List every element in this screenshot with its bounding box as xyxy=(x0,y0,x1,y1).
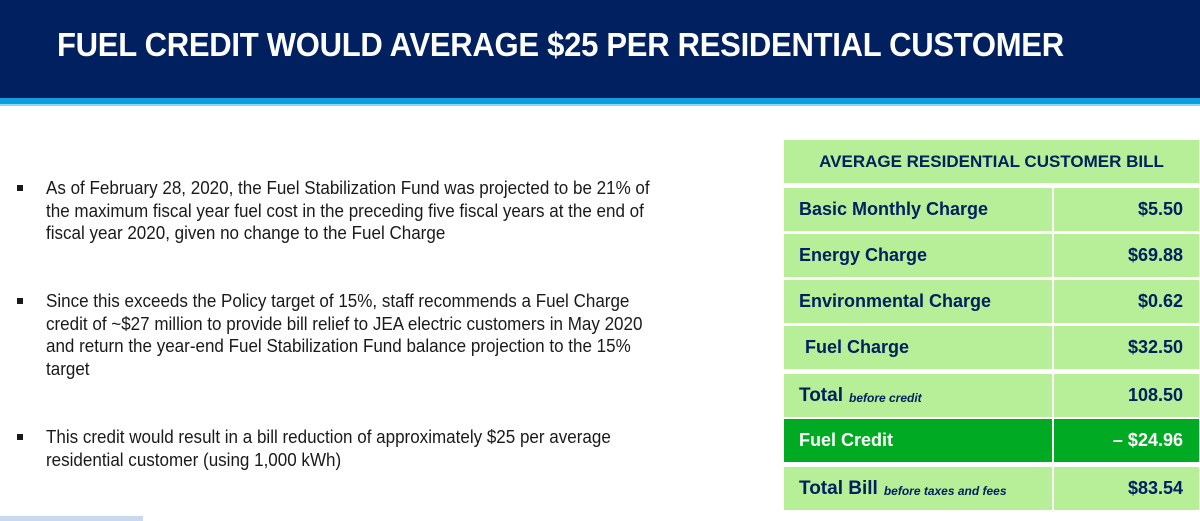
bill-row-energy-charge: Energy Charge $69.88 xyxy=(784,234,1199,277)
row-label: Total Bill before taxes and fees xyxy=(784,467,1054,510)
row-value: $0.62 xyxy=(1054,280,1199,323)
slide-title: FUEL CREDIT WOULD AVERAGE $25 PER RESIDE… xyxy=(57,26,1064,63)
row-label-text: Total xyxy=(799,384,843,406)
bill-row-environmental-charge: Environmental Charge $0.62 xyxy=(784,280,1199,323)
row-value: $83.54 xyxy=(1054,467,1199,510)
row-label: Fuel Charge xyxy=(784,326,1054,369)
row-label-text: Energy Charge xyxy=(799,245,928,265)
bill-row-fuel-credit: Fuel Credit – $24.96 xyxy=(784,419,1199,462)
row-label: Energy Charge xyxy=(784,234,1054,277)
row-label-text: Environmental Charge xyxy=(799,291,992,311)
header-accent-bar-light xyxy=(0,104,1200,106)
header-accent-bar xyxy=(0,98,1200,104)
row-sub-label: before credit xyxy=(848,390,922,405)
square-bullet-icon xyxy=(17,185,23,191)
bill-row-total-bill: Total Bill before taxes and fees $83.54 xyxy=(784,467,1199,510)
row-label: Environmental Charge xyxy=(784,280,1054,323)
row-label: Fuel Credit xyxy=(784,419,1054,462)
row-value: 108.50 xyxy=(1054,374,1199,417)
row-label: Basic Monthly Charge xyxy=(784,188,1054,231)
slide-header: FUEL CREDIT WOULD AVERAGE $25 PER RESIDE… xyxy=(0,0,1200,98)
row-value: $5.50 xyxy=(1054,188,1199,231)
bullet-text: Since this exceeds the Policy target of … xyxy=(46,290,643,379)
bill-row-fuel-charge: Fuel Charge $32.50 xyxy=(784,326,1199,369)
bill-row-basic-monthly-charge: Basic Monthly Charge $5.50 xyxy=(784,188,1199,231)
bill-table-title: AVERAGE RESIDENTIAL CUSTOMER BILL xyxy=(784,140,1199,183)
row-value: $32.50 xyxy=(1054,326,1199,369)
row-value: $69.88 xyxy=(1054,234,1199,277)
square-bullet-icon xyxy=(17,434,23,440)
bill-row-total-before-credit: Total before credit 108.50 xyxy=(784,374,1199,417)
row-label-text: Total Bill xyxy=(799,477,878,499)
row-label-text: Basic Monthly Charge xyxy=(799,199,989,219)
row-value: – $24.96 xyxy=(1054,419,1199,462)
square-bullet-icon xyxy=(17,298,23,304)
footer-accent-tab xyxy=(0,516,143,521)
row-label: Total before credit xyxy=(784,374,1054,417)
row-label-text: Fuel Charge xyxy=(805,337,910,357)
row-sub-label: before taxes and fees xyxy=(883,483,1007,498)
bullet-text: As of February 28, 2020, the Fuel Stabil… xyxy=(46,177,650,243)
row-label-text: Fuel Credit xyxy=(799,430,894,450)
bullet-text: This credit would result in a bill reduc… xyxy=(46,426,611,470)
